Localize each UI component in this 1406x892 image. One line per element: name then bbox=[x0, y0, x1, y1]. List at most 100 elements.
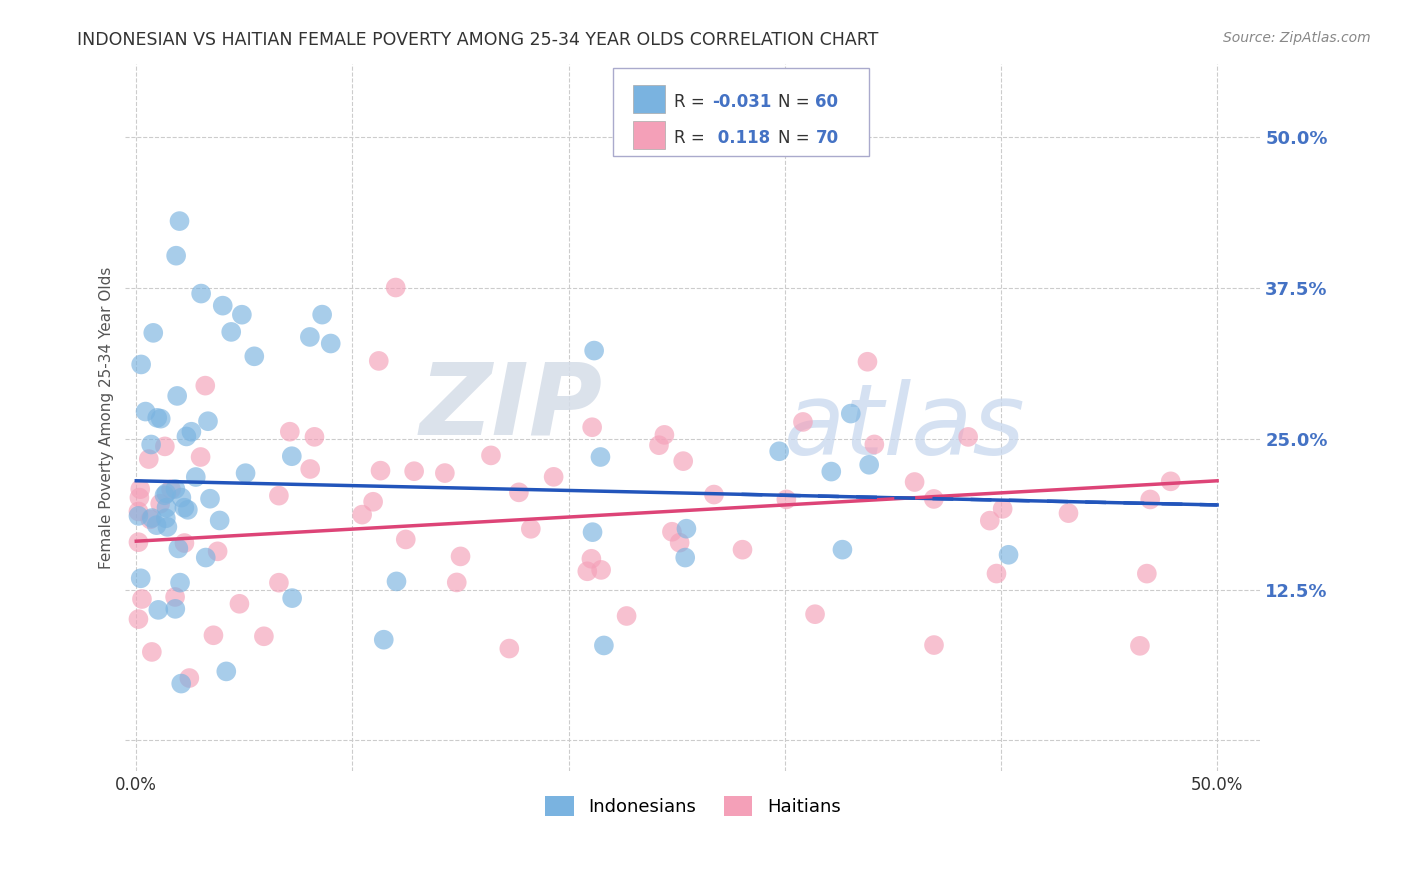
Point bbox=[986, 566, 1008, 581]
Text: 0.118: 0.118 bbox=[713, 128, 770, 147]
Point bbox=[446, 575, 468, 590]
Point bbox=[922, 638, 945, 652]
Text: N =: N = bbox=[778, 128, 815, 147]
Point bbox=[173, 536, 195, 550]
Point bbox=[170, 676, 193, 690]
Text: atlas: atlas bbox=[783, 379, 1025, 476]
Point bbox=[165, 249, 187, 263]
Point bbox=[820, 465, 842, 479]
Point bbox=[792, 415, 814, 429]
Point bbox=[190, 286, 212, 301]
Point bbox=[804, 607, 827, 622]
Point bbox=[395, 533, 418, 547]
Point bbox=[863, 437, 886, 451]
Point bbox=[267, 575, 290, 590]
Point bbox=[957, 430, 980, 444]
Point bbox=[142, 326, 165, 340]
Point bbox=[127, 612, 149, 626]
Point bbox=[498, 641, 520, 656]
Point bbox=[169, 575, 191, 590]
Point bbox=[675, 522, 697, 536]
Point bbox=[311, 308, 333, 322]
Point bbox=[520, 522, 543, 536]
Point bbox=[145, 518, 167, 533]
Y-axis label: Female Poverty Among 25-34 Year Olds: Female Poverty Among 25-34 Year Olds bbox=[100, 266, 114, 568]
Point bbox=[1129, 639, 1152, 653]
Point bbox=[616, 609, 638, 624]
Point bbox=[593, 639, 616, 653]
Point bbox=[194, 378, 217, 392]
Point bbox=[184, 470, 207, 484]
Point bbox=[904, 475, 927, 489]
FancyBboxPatch shape bbox=[633, 120, 665, 149]
Point bbox=[148, 603, 170, 617]
Text: ZIP: ZIP bbox=[419, 359, 602, 455]
Point bbox=[450, 549, 472, 564]
Point bbox=[839, 407, 862, 421]
Point bbox=[155, 486, 177, 500]
Point bbox=[165, 482, 187, 496]
Point bbox=[731, 542, 754, 557]
Point bbox=[267, 489, 290, 503]
Point bbox=[198, 491, 221, 506]
Point bbox=[661, 524, 683, 539]
Point bbox=[668, 535, 690, 549]
Point bbox=[768, 444, 790, 458]
Point bbox=[235, 466, 257, 480]
Point bbox=[231, 308, 253, 322]
Point bbox=[207, 544, 229, 558]
Point bbox=[155, 500, 177, 515]
Point bbox=[139, 512, 162, 526]
Point bbox=[1139, 492, 1161, 507]
Point bbox=[215, 665, 238, 679]
Text: -0.031: -0.031 bbox=[713, 93, 772, 111]
Point bbox=[153, 488, 176, 502]
Point bbox=[202, 628, 225, 642]
Point bbox=[367, 354, 389, 368]
Point bbox=[190, 450, 212, 464]
Point bbox=[281, 449, 304, 463]
Point bbox=[543, 470, 565, 484]
Point bbox=[253, 629, 276, 643]
Point bbox=[433, 466, 456, 480]
Text: N =: N = bbox=[778, 93, 815, 111]
Point bbox=[180, 425, 202, 439]
Point bbox=[591, 563, 613, 577]
Point bbox=[583, 343, 606, 358]
Point bbox=[373, 632, 395, 647]
Point bbox=[404, 464, 426, 478]
Legend: Indonesians, Haitians: Indonesians, Haitians bbox=[536, 788, 849, 825]
Point bbox=[219, 325, 242, 339]
Point bbox=[194, 550, 217, 565]
Text: Source: ZipAtlas.com: Source: ZipAtlas.com bbox=[1223, 31, 1371, 45]
Point bbox=[581, 525, 603, 540]
Point bbox=[170, 491, 193, 505]
Point bbox=[177, 503, 200, 517]
Point bbox=[156, 520, 179, 534]
Point bbox=[581, 551, 603, 566]
Point bbox=[1136, 566, 1159, 581]
Point bbox=[299, 462, 322, 476]
Point bbox=[581, 420, 603, 434]
Point bbox=[703, 487, 725, 501]
Point bbox=[1160, 475, 1182, 489]
Point bbox=[179, 671, 201, 685]
Point bbox=[173, 500, 195, 515]
Point bbox=[384, 280, 406, 294]
Point bbox=[370, 464, 392, 478]
Point bbox=[169, 214, 191, 228]
Point bbox=[129, 571, 152, 585]
Point bbox=[589, 450, 612, 464]
Point bbox=[672, 454, 695, 468]
Point bbox=[831, 542, 853, 557]
Point bbox=[278, 425, 301, 439]
Point bbox=[319, 336, 342, 351]
Point bbox=[858, 458, 880, 472]
Point bbox=[165, 602, 187, 616]
Text: 60: 60 bbox=[815, 93, 838, 111]
Point bbox=[135, 404, 157, 418]
Point bbox=[997, 548, 1019, 562]
Point bbox=[281, 591, 304, 606]
Text: 70: 70 bbox=[815, 128, 838, 147]
Point bbox=[991, 501, 1014, 516]
